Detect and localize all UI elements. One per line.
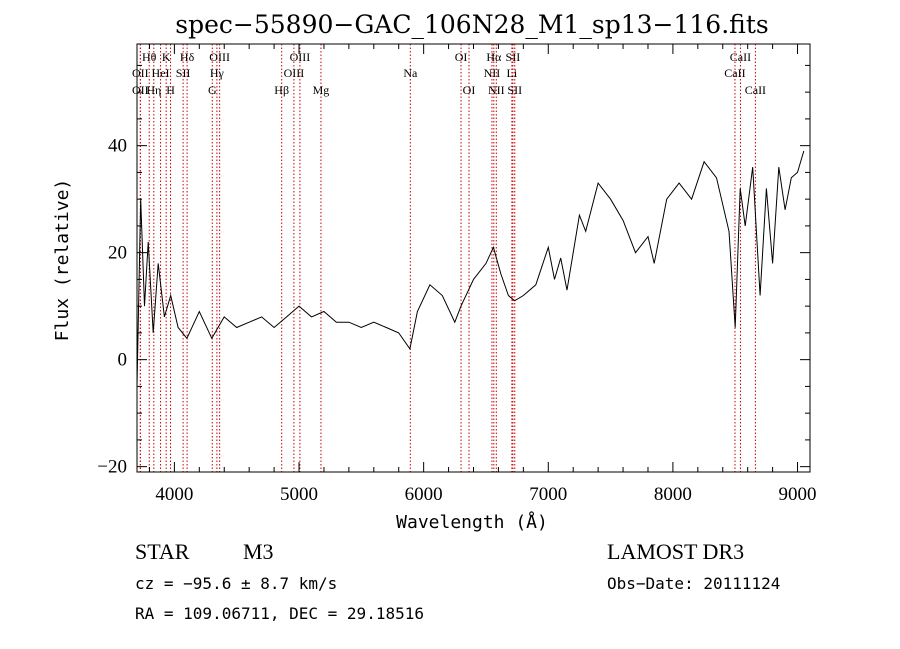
object-class: STAR [135, 539, 190, 564]
coordinates: RA = 109.06711, DEC = 29.18516 [135, 604, 424, 623]
redshift-text: cz = −95.6 ± 8.7 km/s [135, 574, 337, 593]
line-label: NII [484, 66, 501, 80]
line-label: G [208, 83, 217, 97]
x-tick-label: 4000 [155, 484, 193, 505]
chart-title: spec−55890−GAC_106N28_M1_sp13−116.fits [175, 10, 768, 39]
y-tick-label: 0 [118, 350, 128, 371]
line-label: NII [488, 83, 505, 97]
line-label: Hβ [274, 83, 289, 97]
tick-labels: 4000 5000 6000 7000 8000 9000 −20 0 20 40 [97, 136, 816, 505]
line-label: Hγ [210, 66, 225, 80]
line-label: Na [403, 66, 418, 80]
line-label: Li [507, 66, 518, 80]
line-label: OIII [290, 50, 311, 64]
x-tick-label: 6000 [405, 484, 443, 505]
line-label: OIII [284, 66, 305, 80]
x-axis-title: Wavelength (Å) [396, 511, 548, 533]
line-labels: HθOIIOIIHηHeIKHSIIHδGOIIIHγHβOIIIOIIIMgN… [132, 50, 766, 97]
line-label: OI [463, 83, 476, 97]
line-label: SII [506, 50, 521, 64]
line-label: Hη [146, 83, 161, 97]
obs-date: Obs−Date: 20111124 [607, 574, 780, 593]
object-subclass: M3 [243, 539, 274, 564]
y-axis-title: Flux (relative) [52, 179, 73, 342]
line-label: OII [132, 66, 149, 80]
line-label: SII [507, 83, 522, 97]
axis-ticks [137, 44, 810, 472]
y-tick-label: 40 [108, 136, 127, 157]
line-label: H [166, 83, 175, 97]
x-tick-label: 7000 [529, 484, 567, 505]
line-label: K [162, 50, 171, 64]
x-tick-label: 5000 [280, 484, 318, 505]
line-label: OIII [209, 50, 230, 64]
line-label: CaII [745, 83, 766, 97]
x-tick-label: 8000 [654, 484, 692, 505]
y-tick-label: −20 [97, 457, 127, 478]
line-label: Hδ [180, 50, 195, 64]
line-label: Hθ [142, 50, 157, 64]
line-label: CaII [724, 66, 745, 80]
y-tick-label: 20 [108, 243, 127, 264]
x-tick-label: 9000 [779, 484, 817, 505]
line-label: SII [176, 66, 191, 80]
line-label: Hα [486, 50, 502, 64]
plot-frame [136, 43, 811, 473]
line-label: Mg [313, 83, 330, 97]
spectrum-line [136, 150, 805, 387]
line-label: OI [455, 50, 468, 64]
line-markers [139, 44, 756, 472]
survey-name: LAMOST DR3 [607, 539, 744, 564]
line-label: CaII [730, 50, 751, 64]
line-label: HeI [152, 66, 170, 80]
line-label: OII [132, 83, 149, 97]
